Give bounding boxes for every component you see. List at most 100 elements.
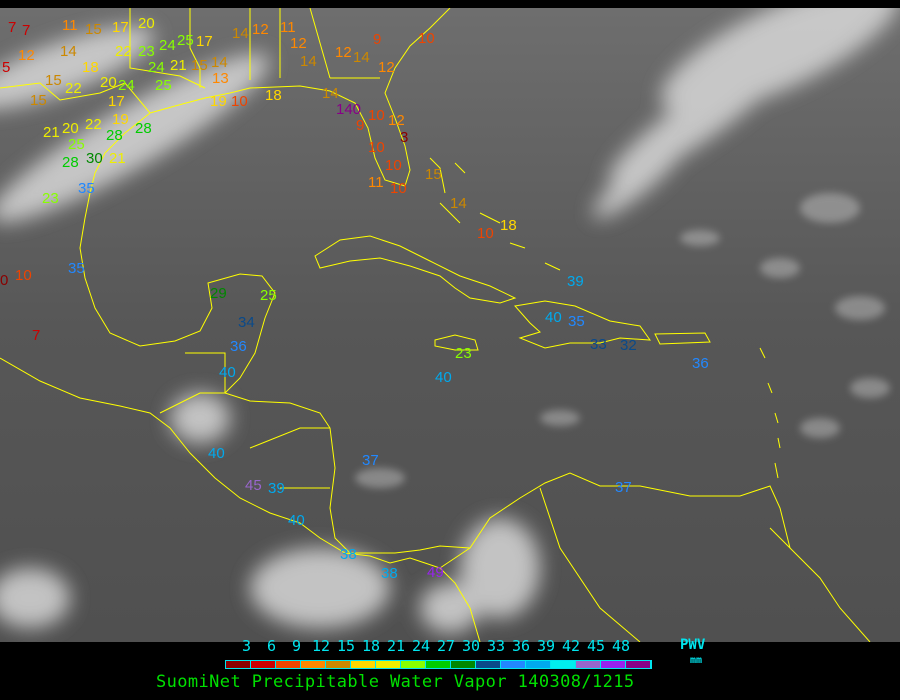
legend-tick: 12 xyxy=(312,637,331,655)
station-pwv-label: 10 xyxy=(390,180,407,197)
legend-swatch xyxy=(601,661,626,668)
legend-swatch xyxy=(626,661,651,668)
us-state-borders xyxy=(0,8,380,114)
legend-swatch xyxy=(576,661,601,668)
legend-tick: 42 xyxy=(562,637,581,655)
legend-swatch xyxy=(276,661,301,668)
station-pwv-label: 18 xyxy=(500,217,517,234)
station-pwv-label: 32 xyxy=(620,337,637,354)
legend-unit-label: PWV xyxy=(680,637,706,653)
legend-swatch xyxy=(426,661,451,668)
station-pwv-label: 21 xyxy=(43,124,60,141)
legend-tick: 21 xyxy=(387,637,406,655)
legend-swatch xyxy=(476,661,501,668)
legend-tick: 3 xyxy=(242,637,252,655)
station-pwv-label: 28 xyxy=(106,127,123,144)
station-pwv-label: 24 xyxy=(118,77,135,94)
station-pwv-label: 14 xyxy=(322,85,339,102)
station-pwv-label: 10 xyxy=(385,157,402,174)
station-pwv-label: 5 xyxy=(2,59,10,76)
station-pwv-label: 12 xyxy=(18,47,35,64)
station-pwv-label: 15 xyxy=(30,92,47,109)
station-pwv-label: 38 xyxy=(340,546,357,563)
station-pwv-label: 9 xyxy=(356,117,364,134)
hispaniola xyxy=(514,300,652,349)
station-pwv-label: 37 xyxy=(362,452,379,469)
legend-tick: 39 xyxy=(537,637,556,655)
lesser-antilles xyxy=(759,347,791,549)
station-pwv-label: 10 xyxy=(15,267,32,284)
legend-tick: 18 xyxy=(362,637,381,655)
station-pwv-label: 34 xyxy=(238,314,255,331)
legend-swatch xyxy=(526,661,551,668)
station-pwv-label: 29 xyxy=(210,285,227,302)
station-pwv-label: 19 xyxy=(112,111,129,128)
station-pwv-label: 140 xyxy=(336,101,361,118)
station-pwv-label: 28 xyxy=(135,120,152,137)
station-pwv-label: 17 xyxy=(196,33,213,50)
borders-central-america xyxy=(159,352,641,642)
station-pwv-label: 39 xyxy=(567,273,584,290)
station-pwv-label: 40 xyxy=(545,309,562,326)
pwv-legend: 3 6 9 12 15 18 21 24 27 30 33 36 39 42 45 48 PWV mm Suo… xyxy=(0,637,900,700)
station-pwv-label: 20 xyxy=(138,15,155,32)
station-pwv-label: 40 xyxy=(435,369,452,386)
station-pwv-label: 11 xyxy=(280,19,296,36)
legend-swatch xyxy=(551,661,576,668)
legend-unit: mm xyxy=(690,655,703,666)
station-pwv-label: 20 xyxy=(100,74,117,91)
legend-tick: 27 xyxy=(437,637,456,655)
station-pwv-label: 24 xyxy=(148,59,165,76)
station-pwv-label: 18 xyxy=(265,87,282,104)
station-pwv-label: 20 xyxy=(62,120,79,137)
station-pwv-label: 10 xyxy=(231,93,248,110)
station-pwv-label: 37 xyxy=(615,479,632,496)
puerto-rico xyxy=(654,332,711,345)
mexico-gulf-coast xyxy=(79,112,276,394)
station-pwv-label: 10 xyxy=(368,107,385,124)
legend-swatch xyxy=(401,661,426,668)
legend-swatch xyxy=(326,661,351,668)
station-pwv-label: 7 xyxy=(8,19,16,36)
station-pwv-label: 10 xyxy=(418,30,435,47)
bahamas xyxy=(429,157,561,271)
station-pwv-label: 19 xyxy=(210,93,227,110)
station-pwv-label: 14 xyxy=(300,53,317,70)
legend-swatch xyxy=(301,661,326,668)
legend-swatch xyxy=(501,661,526,668)
legend-swatch xyxy=(351,661,376,668)
legend-tick: 6 xyxy=(267,637,277,655)
station-pwv-label: 36 xyxy=(692,355,709,372)
cuba xyxy=(314,235,517,304)
station-pwv-label: 35 xyxy=(78,180,95,197)
station-pwv-label: 15 xyxy=(45,72,62,89)
legend-swatch xyxy=(451,661,476,668)
station-pwv-label: 25 xyxy=(177,32,194,49)
station-pwv-label: 30 xyxy=(86,150,103,167)
station-pwv-label: 25 xyxy=(260,287,277,304)
station-pwv-label: 45 xyxy=(245,477,262,494)
station-pwv-label: 12 xyxy=(378,59,395,76)
station-pwv-label: 35 xyxy=(568,313,585,330)
station-pwv-label: 10 xyxy=(477,225,494,242)
legend-tick: 45 xyxy=(587,637,606,655)
coastlines xyxy=(0,8,871,642)
station-pwv-label: 0 xyxy=(0,272,8,289)
legend-tick: 33 xyxy=(487,637,506,655)
cloud-layer xyxy=(0,8,900,633)
station-pwv-label: 9 xyxy=(373,31,381,48)
legend-tick: 30 xyxy=(462,637,481,655)
station-pwv-label: 11 xyxy=(368,174,384,191)
legend-swatch xyxy=(376,661,401,668)
legend-swatch xyxy=(226,661,251,668)
legend-tick: 36 xyxy=(512,637,531,655)
station-pwv-label: 17 xyxy=(112,19,129,36)
legend-tick: 24 xyxy=(412,637,431,655)
station-pwv-label: 22 xyxy=(85,116,102,133)
us-gulf-coast xyxy=(149,8,451,187)
station-pwv-label: 21 xyxy=(109,150,126,167)
station-pwv-label: 22 xyxy=(115,43,132,60)
station-pwv-label: 25 xyxy=(155,77,172,94)
